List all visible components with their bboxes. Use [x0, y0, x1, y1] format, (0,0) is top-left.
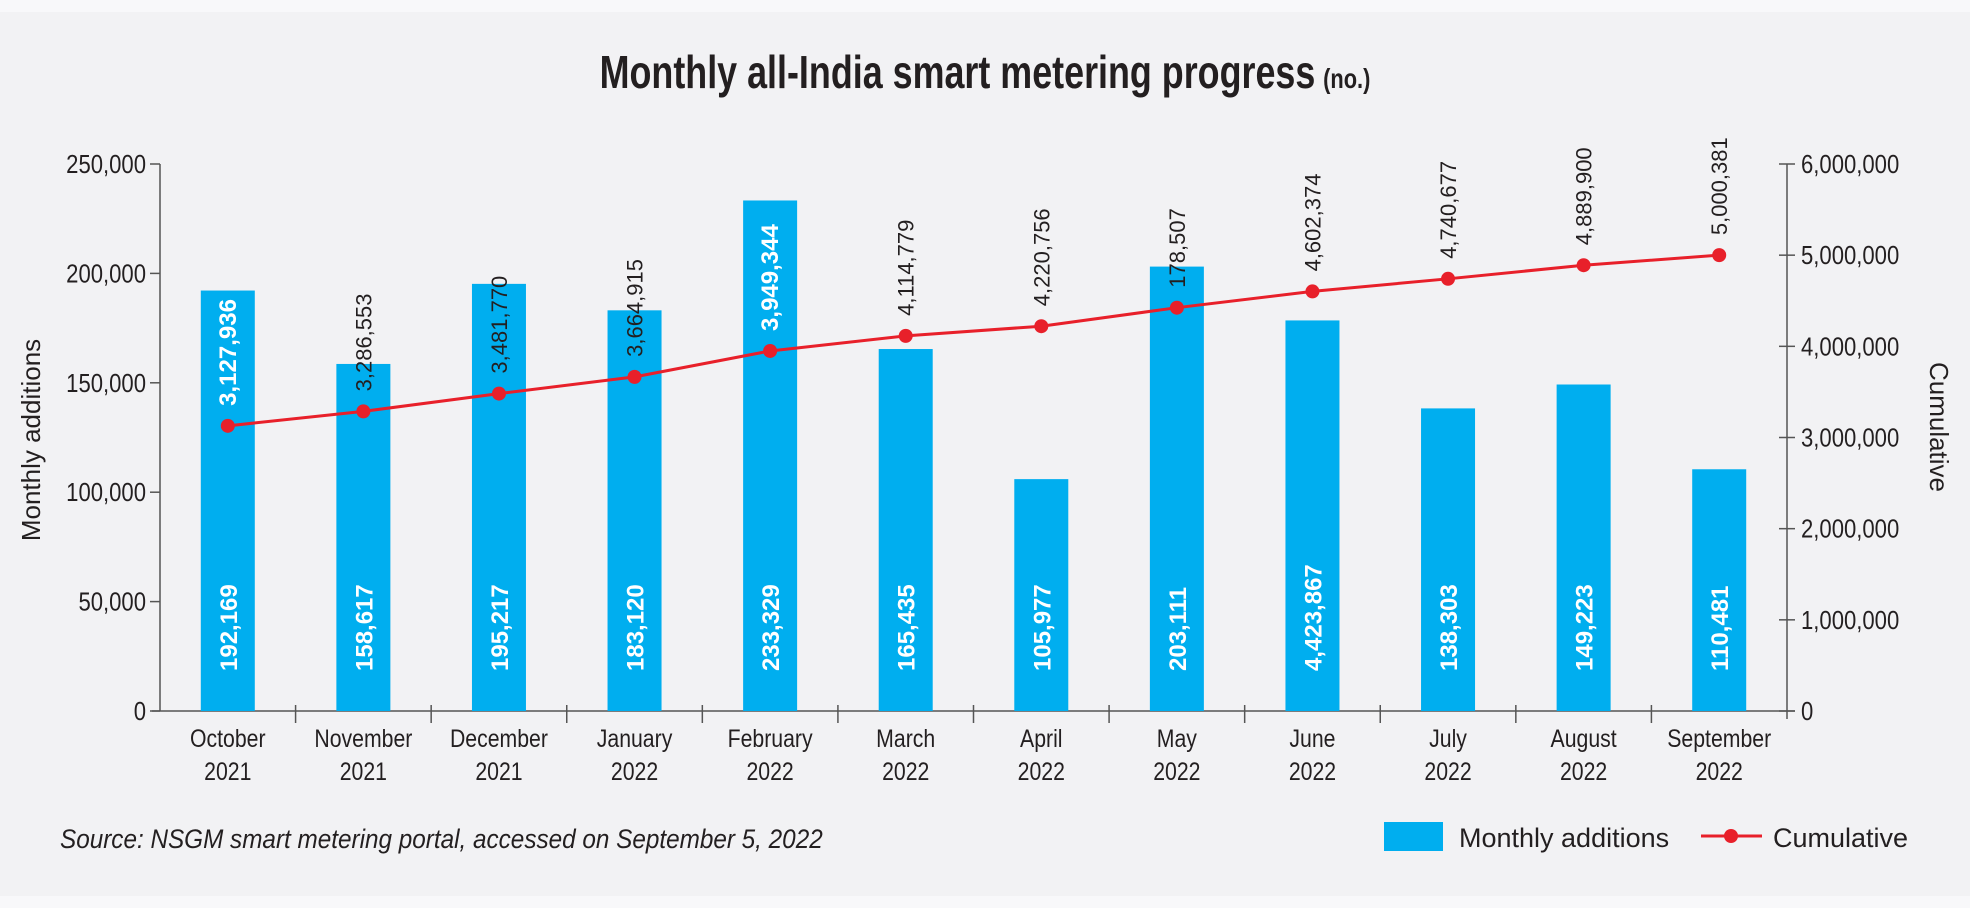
right-tick-label: 1,000,000 [1801, 606, 1899, 635]
cumulative-point [627, 369, 642, 384]
x-tick-label-month: December [450, 724, 548, 752]
left-tick-label: 100,000 [66, 479, 146, 508]
bar-value-label: 203,111 [1165, 587, 1192, 671]
cumulative-point [763, 343, 778, 358]
cumulative-value-label: 4,889,900 [1572, 147, 1597, 245]
bar-monthly-additions [1421, 408, 1476, 711]
bar-value-label: 138,303 [1436, 584, 1463, 671]
cumulative-value-label: 4,114,779 [894, 220, 919, 316]
x-tick-label-month: September [1667, 724, 1771, 752]
right-tick-label: 4,000,000 [1801, 333, 1899, 362]
x-tick-label-month: March [876, 724, 935, 752]
bar-value-label: 158,617 [351, 584, 378, 671]
cumulative-point [1712, 248, 1727, 263]
x-tick-label-year: 2022 [882, 757, 929, 785]
cumulative-value-label: 3,481,770 [487, 276, 512, 374]
cumulative-line [227, 253, 1720, 428]
bar-monthly-additions [336, 363, 391, 711]
x-tick-label-month: April [1020, 724, 1062, 752]
cumulative-point [1034, 319, 1049, 334]
cumulative-value-label: 3,949,344 [757, 224, 784, 331]
legend-label-monthly: Monthly additions [1459, 823, 1669, 853]
bar-value-label: 149,223 [1572, 584, 1599, 671]
x-tick-label-year: 2022 [1153, 757, 1200, 785]
bar-monthly-additions [1692, 469, 1747, 711]
left-tick-label: 50,000 [78, 588, 146, 617]
x-tick-label-year: 2022 [1696, 757, 1743, 785]
bar-value-label: 105,977 [1029, 584, 1056, 671]
left-tick-label: 0 [134, 697, 146, 726]
cumulative-point [898, 328, 913, 343]
bar-monthly-additions [1556, 384, 1611, 711]
x-tick-label-month: July [1429, 724, 1467, 752]
cumulative-point [1576, 258, 1591, 273]
cumulative-point [1169, 300, 1184, 315]
cumulative-value-label: 5,000,381 [1707, 137, 1732, 235]
chart-title: Monthly all-India smart metering progres… [600, 47, 1371, 98]
cumulative-point [220, 418, 235, 433]
bar-value-label: 165,435 [894, 584, 921, 671]
left-tick-label: 200,000 [66, 260, 146, 289]
x-tick-label-year: 2021 [340, 757, 387, 785]
bar-monthly-additions [878, 349, 933, 711]
cumulative-value-label: 3,286,553 [351, 294, 376, 392]
cumulative-point [1441, 271, 1456, 286]
right-tick-label: 3,000,000 [1801, 424, 1899, 453]
x-tick-label-month: November [314, 724, 412, 752]
x-tick-label-year: 2022 [1289, 757, 1336, 785]
cumulative-value-label: 4,740,677 [1436, 161, 1461, 259]
cumulative-value-label: 3,664,915 [623, 259, 648, 357]
x-tick-label-year: 2022 [746, 757, 793, 785]
cumulative-value-label: 4,602,374 [1300, 174, 1325, 272]
bar-monthly-additions [471, 283, 526, 711]
bar-monthly-additions [1285, 320, 1340, 711]
x-tick-label-year: 2022 [1018, 757, 1065, 785]
cumulative-value-label: 4,220,756 [1029, 208, 1054, 306]
left-tick-label: 250,000 [66, 150, 146, 179]
x-tick-label-year: 2022 [1560, 757, 1607, 785]
y-axis-title: Monthly additions [16, 339, 46, 541]
cumulative-value-label: 3,127,936 [215, 299, 242, 406]
x-tick-label-month: May [1157, 724, 1197, 752]
bar-monthly-additions [200, 290, 255, 711]
x-tick-label-year: 2021 [204, 757, 251, 785]
x-tick-label-month: October [190, 724, 266, 752]
source-note: Source: NSGM smart metering portal, acce… [60, 825, 823, 854]
right-tick-label: 6,000,000 [1801, 150, 1899, 179]
right-tick-label: 0 [1801, 697, 1813, 726]
legend-swatch-monthly [1384, 822, 1443, 851]
left-tick-label: 150,000 [66, 369, 146, 398]
cumulative-point [1305, 284, 1320, 299]
legend-label-cumulative: Cumulative [1773, 823, 1908, 853]
bar-value-label: 195,217 [487, 584, 514, 671]
cumulative-point [356, 404, 371, 419]
bar-value-label: 183,120 [623, 584, 650, 671]
right-tick-label: 5,000,000 [1801, 242, 1899, 271]
x-tick-label-year: 2021 [475, 757, 522, 785]
bar-value-label: 233,329 [758, 584, 785, 671]
bar-monthly-additions [1149, 266, 1204, 711]
x-tick-label-month: August [1551, 724, 1618, 752]
x-tick-label-month: June [1289, 724, 1335, 752]
chart-background [0, 12, 1970, 896]
y2-axis-title: Cumulative [1924, 362, 1954, 492]
legend-marker-cumulative [1724, 829, 1738, 843]
bar-monthly-additions [1014, 479, 1069, 711]
cumulative-value-label: 178,507 [1165, 208, 1190, 288]
bar-monthly-additions [743, 200, 798, 712]
right-tick-label: 2,000,000 [1801, 515, 1899, 544]
legend: Monthly additions Cumulative [1384, 822, 1908, 853]
bar-value-label: 192,169 [216, 584, 243, 671]
bar-value-label: 110,481 [1707, 586, 1734, 671]
bar-value-label: 4,423,867 [1300, 564, 1327, 671]
x-tick-label-month: February [728, 724, 813, 752]
x-tick-label-month: January [597, 724, 673, 752]
cumulative-point [491, 386, 506, 401]
x-tick-label-year: 2022 [1424, 757, 1471, 785]
x-tick-label-year: 2022 [611, 757, 658, 785]
